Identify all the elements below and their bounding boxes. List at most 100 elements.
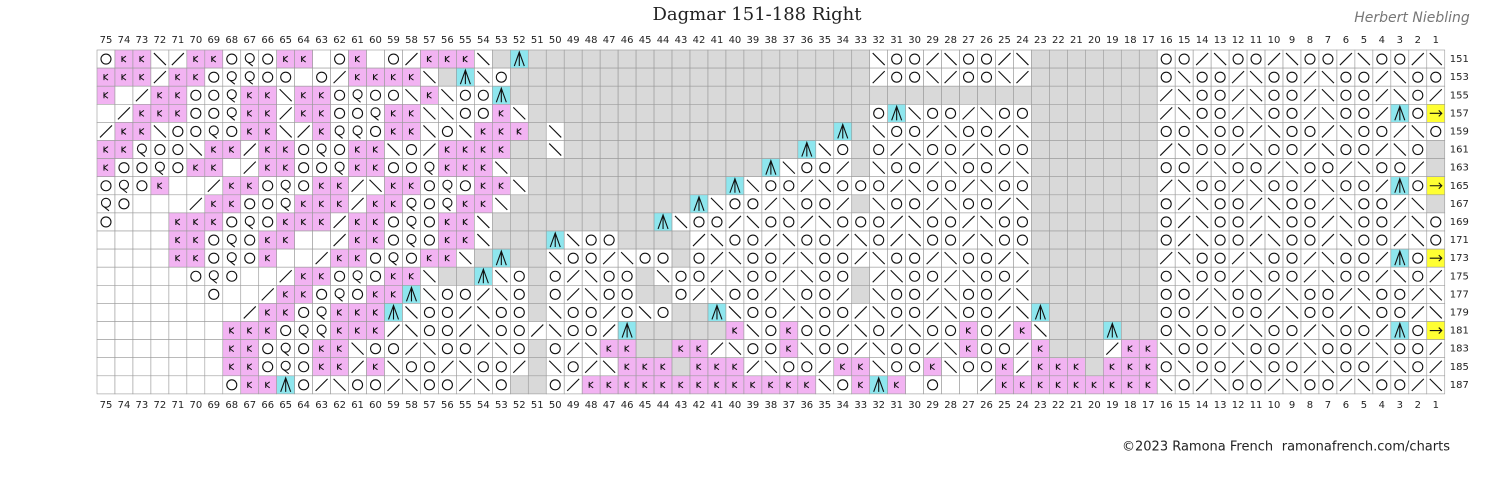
stitch-cell	[581, 158, 601, 178]
ssk	[1267, 125, 1281, 138]
yarn-over	[226, 379, 238, 391]
k2tog	[1303, 143, 1317, 156]
k2tog	[746, 360, 760, 374]
stitch-cell	[1282, 266, 1302, 286]
ssk	[1249, 106, 1263, 120]
stitch-cell	[707, 158, 727, 178]
row-number: 163	[1450, 163, 1469, 174]
k2tog	[405, 342, 418, 356]
stitch-cell	[438, 321, 457, 340]
stitch-cell	[456, 266, 475, 286]
double-decrease	[837, 122, 849, 139]
knit-symbol	[732, 381, 738, 389]
stitch-cell	[222, 339, 242, 359]
k2tog	[1411, 306, 1425, 319]
yarn-over	[1430, 234, 1442, 246]
yarn-over	[441, 288, 453, 300]
yarn-over	[1376, 162, 1388, 174]
knit-symbol	[372, 309, 378, 316]
stitch-cell	[563, 140, 583, 159]
column-number: 69	[207, 400, 220, 411]
yarn-over	[1376, 198, 1388, 210]
stitch-cell	[366, 49, 385, 69]
ssk	[1285, 161, 1299, 175]
stitch-cell	[617, 158, 637, 178]
knit-symbol	[139, 109, 145, 117]
column-number: 17	[1142, 400, 1155, 411]
stitch-cell	[1228, 212, 1248, 232]
knit-symbol	[121, 146, 127, 153]
stitch-cell	[1156, 194, 1176, 214]
ssk	[441, 88, 454, 102]
stitch-cell	[330, 284, 349, 304]
yarn-over	[316, 71, 328, 83]
yarn-over	[1430, 125, 1442, 137]
stitch-cell	[258, 67, 278, 87]
stitch-cell	[797, 85, 817, 105]
stitch-cell	[761, 266, 781, 286]
knit-symbol	[121, 73, 127, 81]
knit-symbol	[264, 236, 271, 244]
column-number: 24	[1016, 400, 1029, 411]
yarn-over	[1376, 53, 1388, 65]
stitch-cell	[114, 266, 134, 286]
k2tog	[962, 106, 975, 120]
stitch-cell	[114, 357, 134, 377]
stitch-cell	[833, 176, 853, 196]
stitch-cell	[707, 375, 727, 395]
stitch-cell	[671, 321, 691, 340]
stitch-cell	[294, 49, 313, 69]
ssk	[800, 251, 814, 265]
stitch-cell	[348, 266, 367, 286]
yarn-over	[1286, 198, 1298, 210]
stitch-cell	[599, 339, 619, 359]
stitch-cell	[150, 158, 170, 178]
yarn-over	[244, 234, 256, 246]
k2tog	[890, 179, 904, 193]
knit-symbol	[426, 91, 432, 99]
stitch-cell	[348, 230, 367, 250]
stitch-cell	[402, 122, 421, 141]
knit-symbol	[462, 55, 468, 63]
yarn-over	[1160, 125, 1172, 137]
ssk	[494, 269, 508, 283]
stitch-cell	[312, 212, 331, 232]
yarn-over	[747, 306, 759, 319]
stitch-cell	[1120, 248, 1140, 268]
stitch-cell	[797, 321, 817, 340]
yarn-over	[369, 89, 382, 101]
stitch-cell	[168, 176, 188, 196]
ssk	[351, 342, 364, 356]
stitch-cell	[222, 140, 242, 159]
knit-symbol	[175, 73, 181, 81]
stitch-cell	[294, 85, 313, 105]
stitch-cell	[581, 212, 601, 232]
yarn-over	[873, 144, 885, 156]
stitch-cell	[1138, 321, 1158, 340]
stitch-cell	[1300, 49, 1320, 69]
stitch-cell	[294, 284, 313, 304]
stitch-cell	[1085, 230, 1104, 250]
stitch-cell	[635, 375, 655, 395]
yarn-over	[962, 198, 975, 210]
stitch-cell	[438, 49, 457, 69]
yarn-over	[1340, 180, 1352, 192]
stitch-cell	[833, 375, 853, 395]
stitch-cell	[1426, 230, 1446, 250]
stitch-cell	[1318, 303, 1338, 322]
double-decrease	[1394, 249, 1406, 266]
stitch-cell	[617, 176, 637, 196]
double-decrease	[405, 285, 417, 302]
knit-symbol	[246, 128, 253, 135]
column-number: 17	[1142, 35, 1155, 46]
stitch-cell	[1372, 158, 1392, 178]
yarn-over	[118, 198, 130, 210]
stitch-cell	[150, 140, 170, 159]
stitch-cell	[222, 357, 242, 377]
column-number: 5	[1361, 35, 1367, 46]
stitch-cell	[1049, 194, 1068, 214]
k2tog	[387, 378, 400, 392]
k2tog	[692, 287, 706, 301]
stitch-cell	[402, 67, 421, 87]
